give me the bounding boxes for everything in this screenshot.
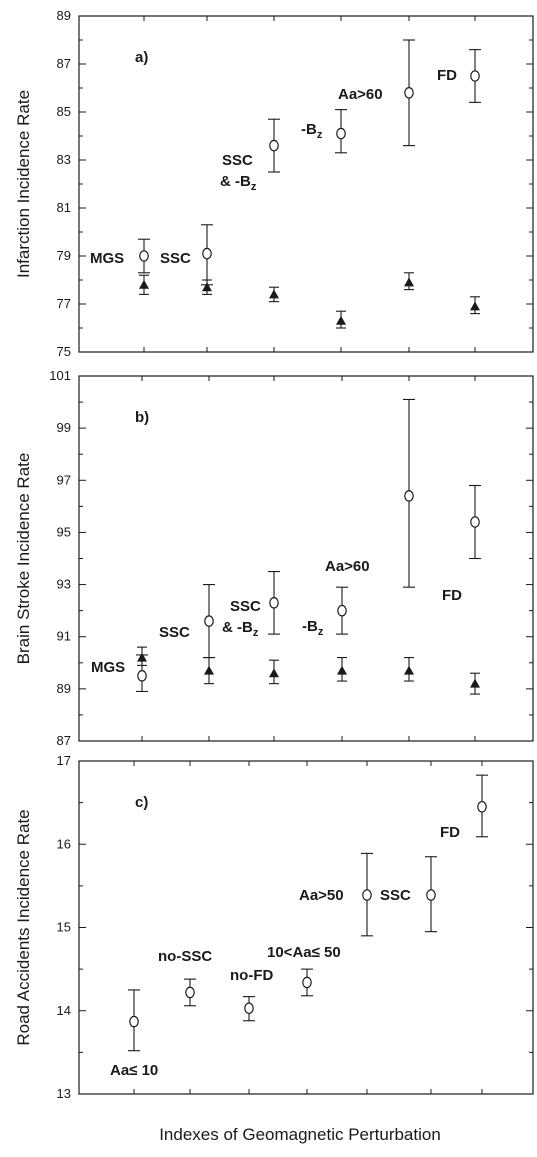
y-tick-label: 97 — [57, 472, 71, 487]
y-tick-label: 83 — [57, 152, 71, 167]
data-point-circle — [202, 247, 212, 260]
point-label: no-SSC — [158, 948, 212, 965]
y-tick-label: 87 — [57, 733, 71, 748]
y-tick-label: 101 — [49, 368, 71, 383]
y-tick-label: 77 — [57, 296, 71, 311]
point-label: Aa>60 — [338, 86, 383, 103]
y-tick-label: 89 — [57, 681, 71, 696]
data-point-circle — [137, 670, 147, 682]
data-point-circle — [470, 516, 480, 528]
data-point-circle — [269, 139, 279, 152]
point-label: SSC — [380, 887, 411, 904]
y-axis-title: Road Accidents Incidence Rate — [14, 809, 33, 1045]
point-label: Aa>60 — [325, 558, 370, 575]
panel-label: b) — [135, 409, 149, 426]
y-axis-title: Brain Stroke Incidence Rate — [14, 453, 33, 665]
y-tick-label: 99 — [57, 420, 71, 435]
data-point-circle — [362, 889, 372, 901]
data-point-triangle — [337, 665, 347, 675]
data-point-circle — [336, 127, 346, 140]
y-tick-label: 91 — [57, 629, 71, 644]
y-tick-label: 13 — [57, 1086, 71, 1101]
y-tick-label: 79 — [57, 248, 71, 263]
point-label: -Bz — [302, 618, 324, 638]
data-point-circle — [185, 986, 195, 999]
point-label: SSC — [159, 624, 190, 641]
data-point-triangle — [269, 668, 279, 678]
y-tick-label: 15 — [57, 920, 71, 935]
y-tick-label: 75 — [57, 344, 71, 359]
y-tick-label: 93 — [57, 577, 71, 592]
data-point-triangle — [139, 279, 149, 289]
panel-label: c) — [135, 794, 148, 811]
point-label-line2: & -Bz — [222, 619, 259, 639]
point-label: SSC — [230, 598, 261, 615]
point-label: MGS — [90, 250, 124, 267]
y-tick-label: 14 — [57, 1003, 71, 1018]
point-label: Aa≤ 10 — [110, 1062, 158, 1079]
chart-panel-3: 13 14 15 16 17 c) Road Accidents Incidence Rat… — [14, 753, 534, 1101]
chart-panel-2: 87 89 91 93 95 97 99 101 b) Brain Stroke Incidenc… — [14, 368, 534, 748]
point-label: no-FD — [230, 967, 273, 984]
data-point-circle — [477, 800, 487, 813]
data-point-circle — [204, 615, 214, 627]
data-point-circle — [470, 70, 480, 82]
x-axis-title: Indexes of Geomagnetic Perturbation — [159, 1125, 441, 1144]
y-tick-label: 87 — [57, 56, 71, 71]
y-tick-label: 89 — [57, 8, 71, 23]
point-label: FD — [440, 824, 460, 841]
y-tick-label: 85 — [57, 104, 71, 119]
data-point-triangle — [137, 652, 147, 662]
data-point-circle — [139, 250, 149, 262]
point-label: Aa>50 — [299, 887, 344, 904]
point-label: 10<Aa≤ 50 — [267, 944, 341, 961]
point-label: SSC — [160, 250, 191, 267]
y-tick-label: 17 — [57, 753, 71, 768]
data-point-circle — [404, 490, 414, 502]
data-point-triangle — [269, 289, 279, 299]
y-axis-title: Infarction Incidence Rate — [14, 90, 33, 278]
point-label: FD — [442, 587, 462, 604]
plot-frame — [78, 375, 534, 742]
data-point-triangle — [470, 301, 480, 311]
data-point-triangle — [202, 282, 212, 292]
data-point-triangle — [470, 678, 480, 688]
point-label-line2: & -Bz — [220, 173, 257, 193]
data-point-circle — [302, 976, 312, 989]
y-tick-label: 16 — [57, 836, 71, 851]
data-point-triangle — [404, 665, 414, 675]
data-point-circle — [269, 597, 279, 609]
y-tick-label: 81 — [57, 200, 71, 215]
data-point-circle — [426, 889, 436, 901]
data-point-circle — [129, 1015, 139, 1028]
plot-frame — [78, 15, 534, 353]
data-point-triangle — [336, 315, 346, 325]
point-label: SSC — [222, 152, 253, 169]
chart-panel-1: 75 77 79 81 83 85 87 89 a) Infarction Incidence R… — [14, 8, 534, 359]
point-label: FD — [437, 67, 457, 84]
data-point-circle — [244, 1002, 254, 1015]
panel-label: a) — [135, 49, 148, 66]
data-point-triangle — [204, 665, 214, 675]
data-point-triangle — [404, 277, 414, 287]
data-point-circle — [404, 87, 414, 99]
y-tick-label: 95 — [57, 524, 71, 539]
point-label: -Bz — [301, 121, 323, 141]
data-point-circle — [337, 604, 347, 617]
point-label: MGS — [91, 659, 125, 676]
